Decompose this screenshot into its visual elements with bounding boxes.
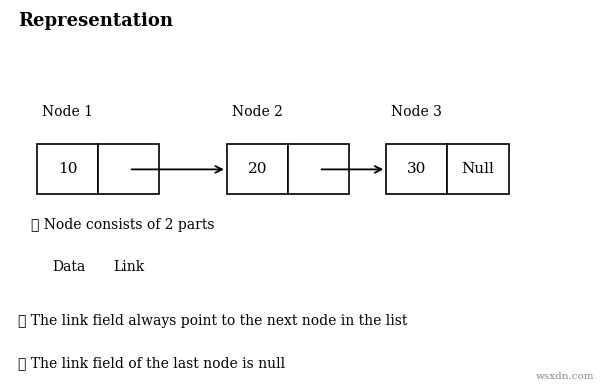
Bar bbox=[227, 144, 288, 194]
Text: wsxdn.com: wsxdn.com bbox=[536, 372, 595, 381]
Bar bbox=[98, 144, 159, 194]
Bar bbox=[37, 144, 98, 194]
Text: Data: Data bbox=[52, 260, 85, 274]
Text: ❖ Node consists of 2 parts: ❖ Node consists of 2 parts bbox=[31, 218, 214, 231]
Text: Node 3: Node 3 bbox=[392, 105, 442, 119]
Text: ❖ The link field always point to the next node in the list: ❖ The link field always point to the nex… bbox=[18, 314, 408, 328]
Text: Link: Link bbox=[113, 260, 145, 274]
Text: Representation: Representation bbox=[18, 12, 173, 30]
Text: ❖ The link field of the last node is null: ❖ The link field of the last node is nul… bbox=[18, 356, 286, 370]
Bar bbox=[447, 144, 509, 194]
Bar bbox=[288, 144, 349, 194]
Text: Node 1: Node 1 bbox=[42, 105, 93, 119]
Text: Null: Null bbox=[462, 162, 495, 176]
Bar bbox=[386, 144, 447, 194]
Text: Node 2: Node 2 bbox=[232, 105, 283, 119]
Text: 20: 20 bbox=[248, 162, 267, 176]
Text: 30: 30 bbox=[407, 162, 427, 176]
Text: 10: 10 bbox=[58, 162, 77, 176]
